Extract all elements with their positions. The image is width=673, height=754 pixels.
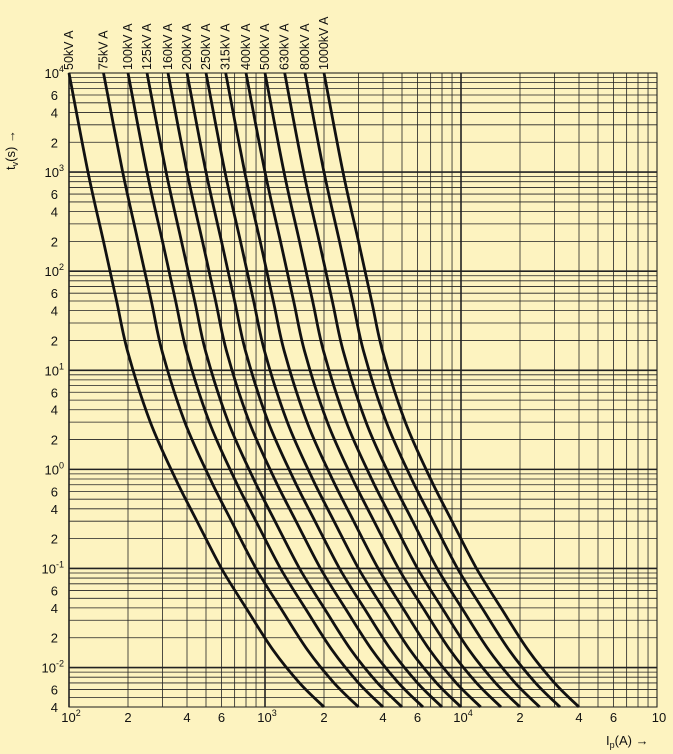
y-tick-label: 2: [51, 234, 58, 249]
y-axis-title-sub: v: [10, 161, 20, 166]
y-tick-label: 4: [51, 205, 58, 220]
x-tick-label: 4: [183, 710, 190, 725]
x-tick-label: 2: [320, 710, 327, 725]
curve-labels: 50kV A 75kV A 100kV A 125kV A 160kV A 200kV A…: [62, 16, 331, 70]
y-tick-label: 4: [51, 105, 58, 120]
y-axis-title-rest: (s) →: [3, 130, 18, 162]
x-tick-label: 10: [652, 710, 666, 725]
y-tick-label: 4: [51, 403, 58, 418]
y-tick-label: 6: [51, 187, 58, 202]
x-tick-label: 6: [414, 710, 421, 725]
series-label-12: 1000kV A: [317, 16, 331, 70]
y-tick-label: 6: [51, 385, 58, 400]
x-tick-label: 6: [218, 710, 225, 725]
y-tick-label: 2: [51, 532, 58, 547]
x-tick-label: 4: [379, 710, 386, 725]
y-tick-label: 2: [51, 631, 58, 646]
series-line-3: [145, 72, 403, 709]
plot-area: [68, 72, 658, 708]
series-label-0: 50kV A: [62, 30, 76, 70]
series-label-8: 400kV A: [239, 23, 253, 70]
series-line-0: [67, 72, 325, 709]
series-line-4: [166, 72, 424, 709]
y-tick-label: 10-1: [42, 559, 64, 576]
series-label-11: 800kV A: [298, 23, 312, 70]
series-line-1: [102, 72, 360, 709]
series-line-6: [204, 72, 462, 709]
series-label-3: 125kV A: [140, 23, 154, 70]
series-label-1: 75kV A: [97, 30, 111, 70]
x-axis-title-sub: p: [610, 740, 615, 750]
y-tick-label: 4: [51, 700, 58, 715]
series-label-9: 500kV A: [258, 23, 272, 70]
y-tick-label: 6: [51, 683, 58, 698]
series-label-5: 200kV A: [180, 23, 194, 70]
x-tick-label: 4: [575, 710, 582, 725]
x-axis-title: Ip(A) →: [606, 733, 649, 750]
series-label-6: 250kV A: [199, 23, 213, 70]
y-tick-label: 4: [51, 304, 58, 319]
y-axis-title-main: t: [3, 166, 18, 170]
y-axis-title: tv(s) →: [3, 130, 20, 170]
series-line-11: [303, 72, 561, 709]
x-tick-label: 6: [610, 710, 617, 725]
y-tick-label: 103: [45, 163, 64, 180]
series-line-2: [126, 72, 384, 709]
x-axis-title-rest: (A) →: [615, 733, 649, 748]
series-line-5: [185, 72, 443, 709]
curves: [67, 72, 580, 709]
x-tick-label: 103: [257, 708, 276, 725]
y-tick-label: 10-2: [42, 659, 64, 676]
svg-text:Ip(A) →: Ip(A) →: [606, 733, 649, 750]
x-tick-label: 2: [516, 710, 523, 725]
y-tick-label: 6: [51, 583, 58, 598]
series-line-8: [244, 72, 502, 709]
series-line-10: [283, 72, 541, 709]
series-label-2: 100kV A: [121, 23, 135, 70]
series-label-4: 160kV A: [161, 23, 175, 70]
x-tick-label: 2: [124, 710, 131, 725]
y-tick-label: 102: [45, 262, 64, 279]
y-tick-label: 6: [51, 484, 58, 499]
y-tick-label: 100: [45, 460, 64, 477]
series-line-12: [322, 72, 580, 709]
y-tick-label: 101: [45, 361, 64, 378]
tick-labels: 10410310210110010-110-264264264264264264…: [42, 64, 667, 725]
y-tick-label: 104: [45, 64, 64, 81]
y-tick-label: 4: [51, 601, 58, 616]
svg-text:tv(s) →: tv(s) →: [3, 130, 20, 170]
series-label-7: 315kV A: [219, 23, 233, 70]
y-tick-label: 6: [51, 286, 58, 301]
y-tick-label: 2: [51, 135, 58, 150]
y-tick-label: 2: [51, 433, 58, 448]
series-line-7: [224, 72, 482, 709]
x-tick-label: 104: [453, 708, 472, 725]
series-line-9: [263, 72, 521, 709]
x-tick-label: 102: [61, 708, 80, 725]
x-axis-title-main: I: [606, 733, 610, 748]
y-tick-label: 6: [51, 88, 58, 103]
series-label-10: 630kV A: [278, 23, 292, 70]
y-tick-label: 4: [51, 502, 58, 517]
y-tick-label: 2: [51, 333, 58, 348]
